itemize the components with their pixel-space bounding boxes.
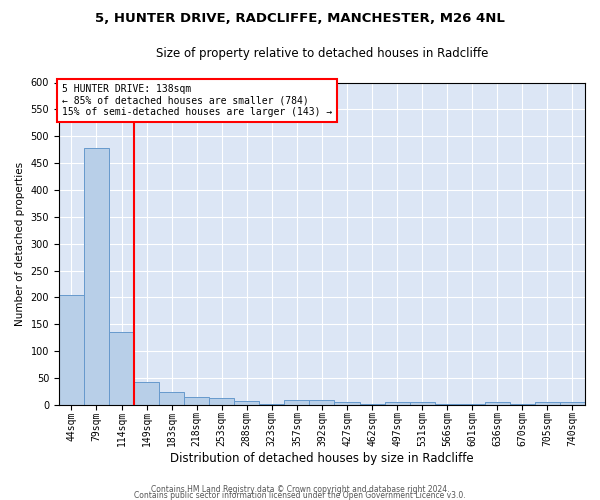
Text: 5 HUNTER DRIVE: 138sqm
← 85% of detached houses are smaller (784)
15% of semi-de: 5 HUNTER DRIVE: 138sqm ← 85% of detached… [62, 84, 332, 117]
Bar [334, 402, 359, 405]
Bar [284, 400, 310, 405]
Bar [560, 402, 585, 405]
Bar [310, 400, 334, 405]
Bar [434, 404, 460, 405]
Bar [259, 404, 284, 405]
Y-axis label: Number of detached properties: Number of detached properties [15, 162, 25, 326]
Bar [84, 148, 109, 405]
Bar [59, 296, 84, 405]
Text: 5, HUNTER DRIVE, RADCLIFFE, MANCHESTER, M26 4NL: 5, HUNTER DRIVE, RADCLIFFE, MANCHESTER, … [95, 12, 505, 26]
Bar [134, 382, 159, 405]
Bar [385, 402, 410, 405]
Text: Contains public sector information licensed under the Open Government Licence v3: Contains public sector information licen… [134, 490, 466, 500]
Bar [485, 402, 510, 405]
Text: Contains HM Land Registry data © Crown copyright and database right 2024.: Contains HM Land Registry data © Crown c… [151, 485, 449, 494]
Bar [159, 392, 184, 405]
Bar [209, 398, 234, 405]
Bar [234, 401, 259, 405]
Bar [410, 402, 434, 405]
Bar [109, 332, 134, 405]
Title: Size of property relative to detached houses in Radcliffe: Size of property relative to detached ho… [156, 48, 488, 60]
Bar [510, 404, 535, 405]
Bar [359, 404, 385, 405]
Bar [184, 397, 209, 405]
Bar [460, 404, 485, 405]
X-axis label: Distribution of detached houses by size in Radcliffe: Distribution of detached houses by size … [170, 452, 474, 465]
Bar [535, 402, 560, 405]
